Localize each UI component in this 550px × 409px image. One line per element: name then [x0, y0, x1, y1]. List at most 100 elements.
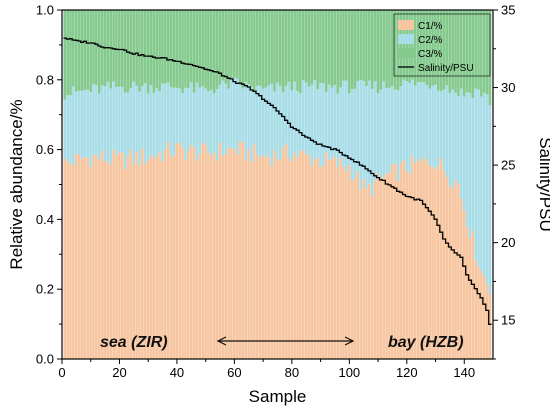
bar-c1: [290, 161, 294, 359]
bar-c1: [477, 267, 480, 359]
bar-c3: [471, 10, 475, 99]
bar-c3: [347, 10, 351, 94]
bar-c3: [189, 10, 193, 83]
annotation-sea: sea (ZIR): [100, 334, 168, 351]
y-tick-label: 0.2: [36, 282, 54, 297]
bar-c3: [301, 10, 305, 81]
bar-c1: [195, 160, 199, 359]
bar-c2: [370, 89, 374, 196]
bar-c1: [135, 152, 138, 359]
bar-c2: [448, 93, 452, 186]
bar-c2: [95, 85, 98, 155]
bar-c2: [138, 91, 141, 165]
bar-c1: [112, 149, 115, 359]
bar-c3: [95, 10, 98, 86]
bar-c2: [77, 90, 81, 155]
bar-c2: [316, 89, 319, 158]
bar-c3: [333, 10, 337, 86]
bar-c3: [413, 10, 417, 86]
bar-c3: [215, 10, 219, 90]
bar-c3: [198, 10, 202, 88]
bar-c3: [425, 10, 429, 86]
bar-c3: [451, 10, 454, 90]
bar-c2: [281, 92, 285, 148]
bar-c3: [161, 10, 164, 84]
bar-c3: [350, 10, 354, 90]
bar-c3: [141, 10, 144, 87]
bar-c1: [281, 147, 285, 359]
bar-c2: [69, 95, 72, 163]
bar-c3: [385, 10, 388, 88]
bar-c3: [457, 10, 460, 97]
bar-c1: [77, 154, 81, 359]
bar-c2: [135, 85, 138, 153]
bar-c2: [175, 87, 179, 144]
bar-c3: [399, 10, 403, 86]
bar-c1: [439, 157, 443, 359]
bar-c2: [195, 82, 199, 161]
bar-c1: [382, 176, 386, 359]
bar-c2: [166, 82, 170, 143]
bar-c3: [92, 10, 95, 85]
bar-c1: [69, 162, 72, 359]
bar-c1: [278, 160, 282, 359]
bar-c2: [459, 88, 463, 199]
y-tick-label: 0.0: [36, 352, 54, 367]
bar-c1: [342, 166, 345, 359]
bar-c1: [405, 170, 409, 359]
bar-c3: [339, 10, 342, 88]
bar-c2: [393, 89, 397, 164]
bar-c2: [431, 85, 434, 168]
bar-c3: [175, 10, 179, 88]
bar-c3: [112, 10, 115, 82]
bar-c3: [146, 10, 150, 94]
bar-c2: [359, 79, 363, 190]
legend-box: [393, 13, 491, 77]
bar-c2: [488, 105, 492, 295]
bar-c3: [186, 10, 190, 89]
bar-c3: [192, 10, 196, 93]
bar-c3: [244, 10, 248, 82]
bar-c1: [408, 173, 411, 359]
bar-c2: [457, 96, 460, 185]
bar-c2: [345, 80, 348, 172]
bar-c1: [270, 165, 273, 359]
bar-c2: [218, 84, 222, 143]
bar-c3: [247, 10, 250, 85]
bar-c1: [330, 159, 334, 359]
bar-c3: [368, 10, 371, 81]
bar-c2: [468, 93, 472, 238]
bar-c3: [373, 10, 377, 82]
bar-c3: [97, 10, 101, 94]
legend-swatch: [398, 48, 414, 58]
bar-c2: [319, 83, 322, 167]
bar-c3: [201, 10, 205, 87]
bar-c3: [164, 10, 167, 84]
bar-c3: [316, 10, 319, 90]
bar-c2: [356, 81, 360, 172]
y-tick-label: 0.4: [36, 212, 54, 227]
bar-c3: [454, 10, 457, 93]
bar-c1: [299, 151, 302, 359]
bar-c1: [141, 148, 144, 359]
bar-c3: [434, 10, 437, 85]
bar-c2: [399, 85, 403, 163]
bar-c1: [146, 159, 150, 359]
bar-c2: [454, 92, 457, 181]
bar-c1: [155, 156, 159, 359]
bar-c2: [379, 89, 383, 179]
bar-c1: [264, 157, 268, 359]
bar-c1: [250, 162, 253, 359]
arrow-head-left: [216, 336, 227, 346]
bar-c1: [345, 171, 348, 359]
bar-c1: [273, 150, 276, 359]
bar-c2: [172, 87, 176, 156]
bar-c3: [281, 10, 285, 93]
bar-c1: [238, 141, 242, 359]
bar-c2: [402, 79, 406, 160]
bar-c1: [402, 159, 406, 359]
bar-c3: [359, 10, 363, 80]
bar-c2: [313, 80, 317, 160]
bar-c3: [459, 10, 463, 89]
bar-c2: [290, 90, 294, 162]
